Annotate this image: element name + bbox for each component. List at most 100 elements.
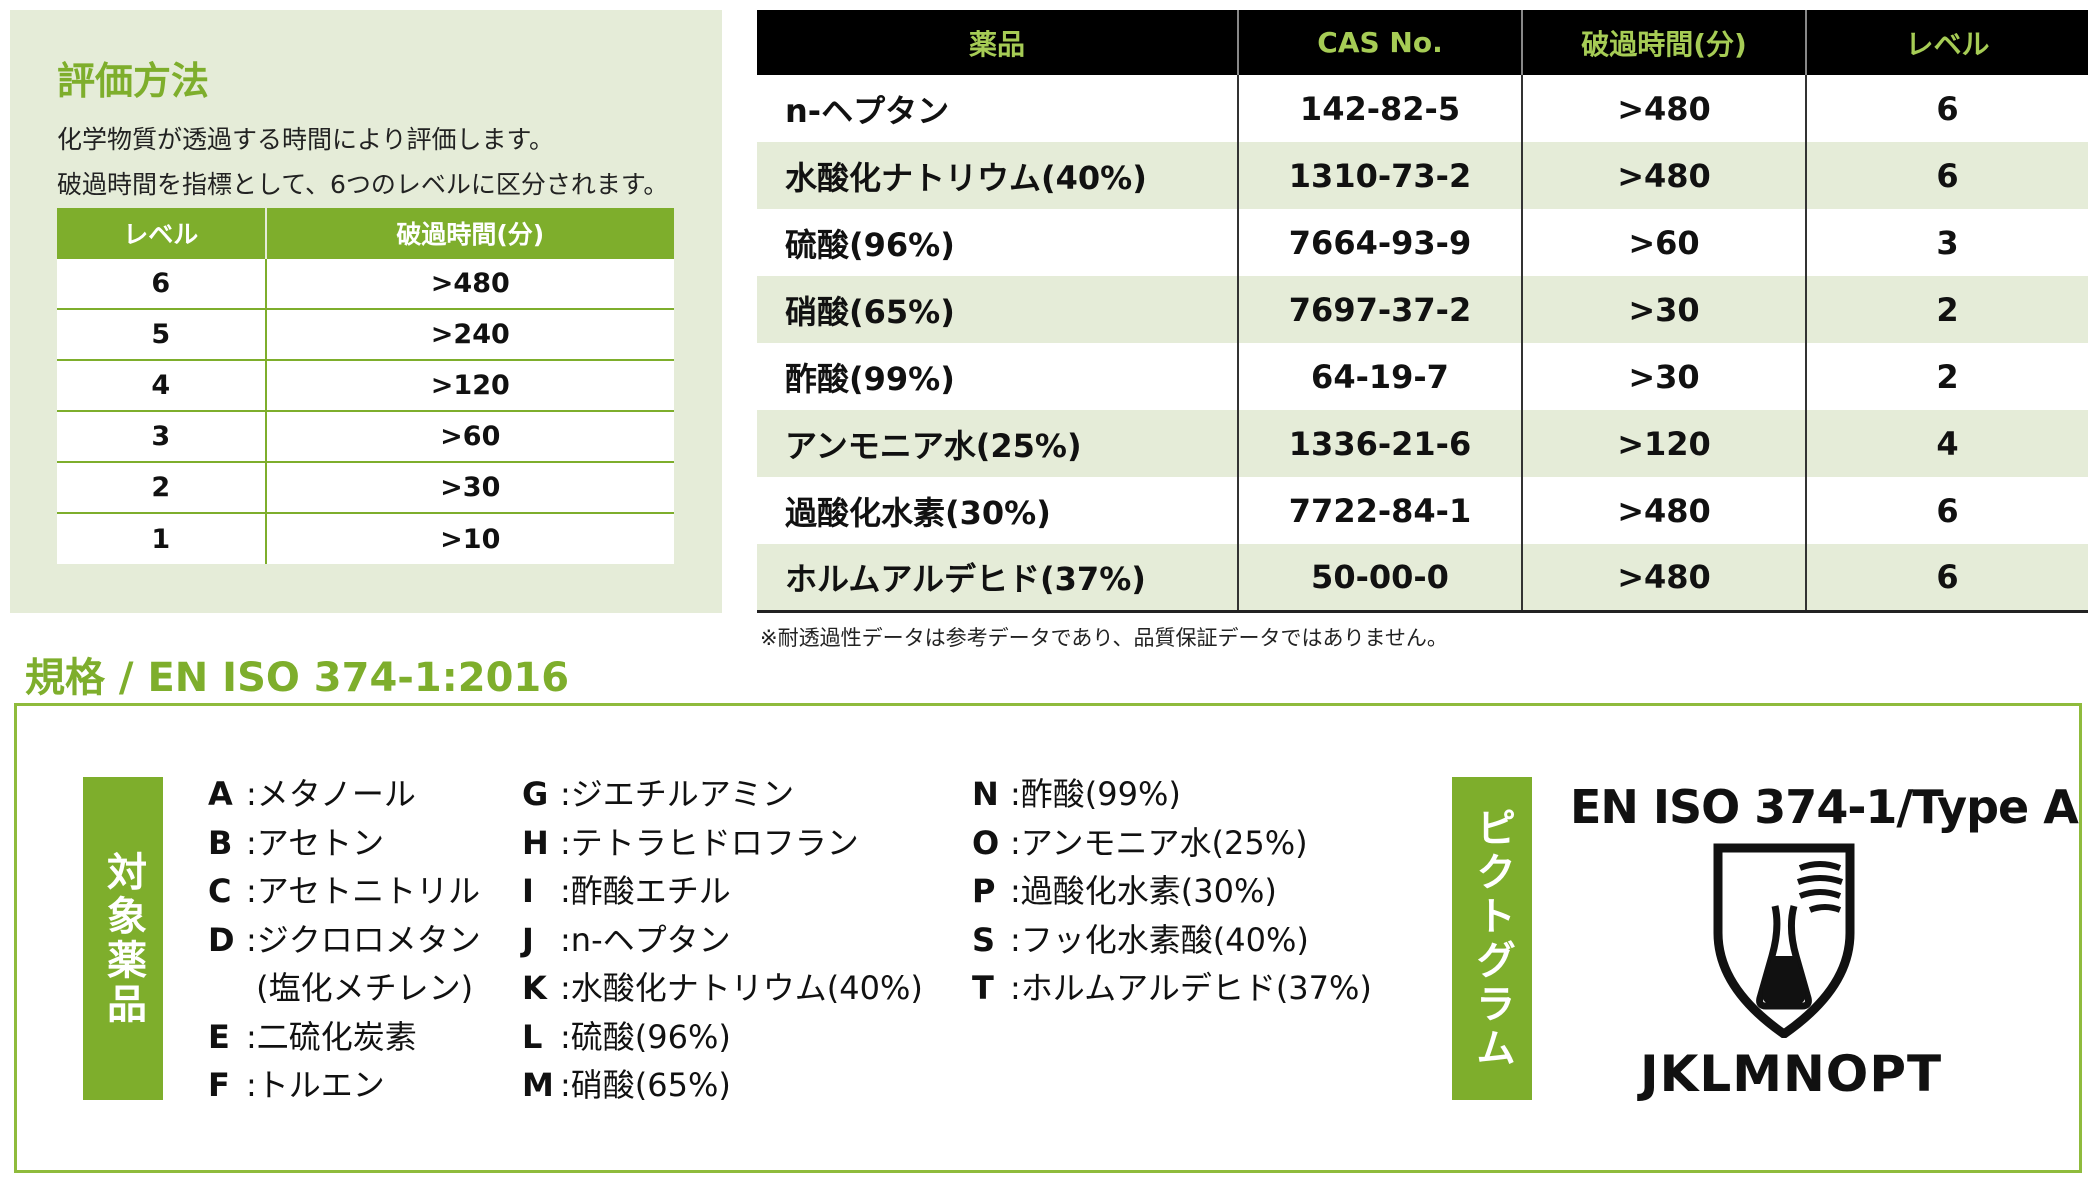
chemical-name: n-ヘプタン <box>570 920 731 959</box>
cas-header: CAS No. <box>1238 10 1523 75</box>
separator: : <box>560 969 571 1007</box>
list-item: T:ホルムアルデヒド(37%) <box>972 964 1372 1013</box>
chemicals-column-2: G:ジエチルアミン H:テトラヒドロフラン I:酢酸エチル J:n-ヘプタン K:水酸化… <box>522 770 923 1110</box>
breakthrough-cell: >120 <box>1522 410 1807 477</box>
chemical-cell: アンモニア水(25%) <box>757 410 1239 477</box>
breakthrough-cell: >240 <box>265 308 674 360</box>
separator: : <box>1010 872 1021 910</box>
chemical-code: J <box>522 920 534 959</box>
table-row: 水酸化ナトリウム(40%) 1310-73-2 >480 6 <box>757 142 2088 209</box>
cas-cell: 7697-37-2 <box>1238 276 1523 343</box>
list-item: E:二硫化炭素 <box>208 1013 481 1062</box>
table-row: n-ヘプタン 142-82-5 >480 6 <box>757 75 2088 142</box>
cas-cell: 64-19-7 <box>1238 343 1523 410</box>
chemical-name: 硝酸(65%) <box>570 1066 731 1104</box>
chemical-name: ジクロロメタン <box>256 920 481 959</box>
breakthrough-cell: >60 <box>1522 209 1807 276</box>
evaluation-desc-2: 破過時間を指標として、6つのレベルに区分されます。 <box>57 170 669 199</box>
chemical-name: ホルムアルデヒド(37%) <box>1020 969 1372 1007</box>
level-cell: 6 <box>1936 491 1959 530</box>
cas-cell: 1336-21-6 <box>1238 410 1523 477</box>
breakthrough-cell: >30 <box>1522 343 1807 410</box>
level-cell: 2 <box>57 461 267 513</box>
list-item: F:トルエン <box>208 1061 481 1110</box>
separator: : <box>560 775 571 813</box>
level-cell: 5 <box>57 308 267 360</box>
list-item: C:アセトニトリル <box>208 867 481 916</box>
separator: : <box>560 1066 571 1104</box>
separator: : <box>1010 969 1021 1007</box>
separator: : <box>246 1017 257 1056</box>
chemical-flask-shield-icon <box>1713 843 1855 1038</box>
breakthrough-header: 破過時間(分) <box>265 208 674 258</box>
breakthrough-cell: >480 <box>1522 75 1807 142</box>
table-row: ホルムアルデヒド(37%) 50-00-0 >480 6 <box>757 544 2088 613</box>
breakthrough-cell: >480 <box>1522 142 1807 209</box>
separator: : <box>1010 823 1021 862</box>
separator <box>246 969 256 1007</box>
level-cell: 1 <box>57 512 267 564</box>
standard-box <box>14 703 2082 1173</box>
chemical-cell: 硝酸(65%) <box>757 276 1239 343</box>
separator: : <box>1010 775 1021 813</box>
separator: : <box>246 872 257 910</box>
chemical-name: メタノール <box>256 775 416 813</box>
pictogram-code: JKLMNOPT <box>1640 1045 1943 1103</box>
list-item: (塩化メチレン) <box>208 964 481 1013</box>
table-row: 硫酸(96%) 7664-93-9 >60 3 <box>757 209 2088 276</box>
chemicals-column-1: A:メタノール B:アセトン C:アセトニトリル D:ジクロロメタン (塩化メチレン)… <box>208 770 481 1110</box>
list-item: G:ジエチルアミン <box>522 770 923 819</box>
level-row: 3 >60 <box>57 410 674 462</box>
pictogram-label: ピクトグラム <box>1452 777 1532 1100</box>
cas-cell: 50-00-0 <box>1238 544 1523 613</box>
evaluation-panel: 評価方法 化学物質が透過する時間により評価します。 破過時間を指標として、6つの… <box>10 10 722 613</box>
level-cell: 3 <box>57 410 267 462</box>
chemical-name: アセトニトリル <box>256 872 481 910</box>
list-item: A:メタノール <box>208 770 481 819</box>
table-row: アンモニア水(25%) 1336-21-6 >120 4 <box>757 410 2088 477</box>
chemical-name: 二硫化炭素 <box>256 1017 417 1056</box>
level-cell: 4 <box>57 359 267 411</box>
chemical-code: D <box>208 920 235 959</box>
pictogram-title: EN ISO 374-1/Type A <box>1570 780 2079 834</box>
chemical-cell: 過酸化水素(30%) <box>757 477 1239 544</box>
chemical-code: N <box>972 775 999 813</box>
chemical-name: ジエチルアミン <box>570 775 795 813</box>
list-item: O:アンモニア水(25%) <box>972 819 1372 868</box>
cas-cell: 1310-73-2 <box>1238 142 1523 209</box>
list-item: M:硝酸(65%) <box>522 1061 923 1110</box>
level-row: 4 >120 <box>57 359 674 411</box>
separator: : <box>560 823 571 862</box>
chemical-header: 薬品 <box>757 10 1239 75</box>
chemical-name: トルエン <box>256 1066 385 1104</box>
list-item: J:n-ヘプタン <box>522 916 923 965</box>
chemical-cell: n-ヘプタン <box>757 75 1239 142</box>
level-header: レベル <box>1806 10 2088 75</box>
breakthrough-cell: >480 <box>265 257 674 309</box>
breakthrough-cell: >480 <box>1522 544 1807 613</box>
chemical-name: フッ化水素酸(40%) <box>1020 920 1309 959</box>
cas-cell: 7722-84-1 <box>1238 477 1523 544</box>
chemical-code: S <box>972 920 996 959</box>
chemical-code: P <box>972 872 996 910</box>
level-cell: 6 <box>1806 142 2088 209</box>
evaluation-desc-1: 化学物質が透過する時間により評価します。 <box>57 125 555 154</box>
level-cell: 6 <box>1806 544 2088 613</box>
list-item: B:アセトン <box>208 819 481 868</box>
level-table: レベル 破過時間(分) 6 >480 5 >240 4 >120 3 >60 2 >30 1 >10 <box>57 208 674 564</box>
chemicals-column-3: N:酢酸(99%) O:アンモニア水(25%) P:過酸化水素(30%) S:フッ化水… <box>972 770 1372 1013</box>
evaluation-title: 評価方法 <box>57 59 210 103</box>
chemical-name: 硫酸(96%) <box>570 1017 731 1056</box>
level-row: 2 >30 <box>57 461 674 513</box>
separator: : <box>1010 920 1021 959</box>
separator: : <box>560 872 571 910</box>
chemical-code: C <box>208 872 232 910</box>
level-cell: 6 <box>1936 89 1959 128</box>
chemical-code: H <box>522 823 549 862</box>
chemical-code: A <box>208 775 233 813</box>
list-item: L:硫酸(96%) <box>522 1013 923 1062</box>
chemical-cell: ホルムアルデヒド(37%) <box>757 544 1239 613</box>
breakthrough-cell: >10 <box>265 512 674 564</box>
standard-title: 規格 / EN ISO 374-1:2016 <box>25 655 570 701</box>
chemical-name: アンモニア水(25%) <box>1020 823 1308 862</box>
